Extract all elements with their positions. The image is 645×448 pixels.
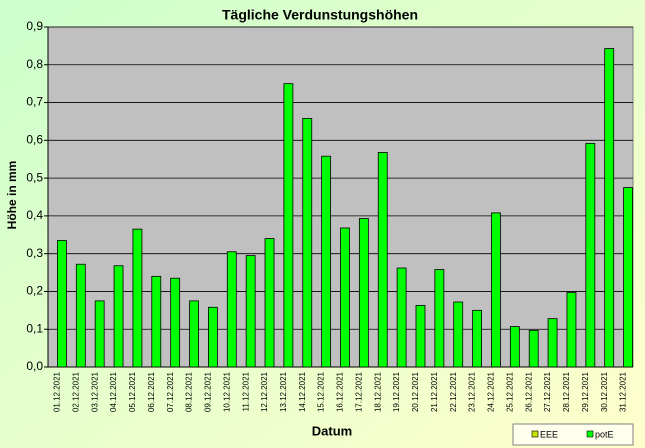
bar [396, 267, 407, 368]
bar [113, 265, 124, 368]
bar [75, 263, 86, 368]
x-tick-label: 30.12.2021 [600, 371, 609, 412]
legend-swatch [531, 430, 539, 438]
bar [491, 212, 501, 368]
x-tick-label: 14.12.2021 [298, 371, 307, 412]
y-axis-label: Höhe in mm [5, 161, 19, 230]
x-axis-label: Datum [312, 423, 352, 438]
legend-label: EEE [540, 429, 558, 439]
bar [189, 300, 199, 368]
bar [321, 155, 332, 368]
bar [151, 275, 162, 368]
x-tick-label: 08.12.2021 [185, 371, 194, 412]
bar [132, 228, 143, 368]
x-tick-label: 18.12.2021 [373, 371, 382, 412]
x-tick-label: 05.12.2021 [128, 371, 137, 412]
x-tick-label: 15.12.2021 [317, 371, 326, 412]
chart-title: Tägliche Verdunstungshöhen [222, 7, 418, 23]
x-tick-label: 01.12.2021 [53, 371, 62, 412]
x-tick-label: 17.12.2021 [354, 371, 363, 412]
y-tick-label: 0,9 [26, 19, 43, 33]
bar [604, 48, 615, 368]
x-tick-label: 25.12.2021 [505, 371, 514, 412]
bar [415, 305, 426, 368]
x-tick-label: 11.12.2021 [241, 371, 250, 411]
bar [208, 306, 218, 368]
y-tick-label: 0,4 [26, 208, 43, 222]
x-tick-label: 09.12.2021 [204, 371, 213, 412]
bar [57, 240, 67, 368]
legend-label: potE [595, 429, 614, 439]
x-tick-label: 31.12.2021 [619, 371, 628, 412]
y-tick-label: 0,2 [26, 284, 43, 298]
x-tick-label: 23.12.2021 [468, 371, 477, 412]
x-tick-label: 19.12.2021 [392, 371, 401, 412]
y-tick-label: 0,0 [26, 359, 43, 373]
x-tick-label: 13.12.2021 [279, 371, 288, 412]
x-tick-label: 04.12.2021 [109, 371, 118, 412]
bar [566, 292, 577, 368]
legend-swatch [586, 430, 594, 438]
bar [283, 83, 294, 368]
legend [512, 423, 634, 446]
x-tick-label: 26.12.2021 [524, 371, 533, 412]
x-tick-label: 21.12.2021 [430, 371, 439, 412]
bar [94, 300, 105, 368]
x-tick-label: 29.12.2021 [581, 371, 590, 412]
x-tick-label: 28.12.2021 [562, 371, 571, 412]
y-tick-label: 0,8 [26, 57, 43, 71]
x-tick-label: 24.12.2021 [487, 371, 496, 412]
y-tick-label: 0,3 [26, 246, 43, 260]
bar [226, 251, 237, 368]
x-tick-label: 27.12.2021 [543, 371, 552, 412]
bar [245, 255, 256, 368]
bar [623, 187, 633, 368]
bar [434, 269, 445, 368]
y-tick-label: 0,7 [26, 95, 43, 109]
y-tick-label: 0,1 [26, 321, 43, 335]
x-tick-label: 20.12.2021 [411, 371, 420, 412]
bar [547, 318, 558, 368]
bar [302, 118, 313, 368]
bar [585, 142, 596, 368]
bar [509, 326, 520, 368]
x-tick-label: 03.12.2021 [90, 371, 99, 412]
x-tick-label: 06.12.2021 [147, 371, 156, 412]
bar [377, 152, 388, 368]
x-tick-label: 02.12.2021 [71, 371, 80, 412]
bar [264, 238, 275, 368]
x-tick-label: 12.12.2021 [260, 371, 269, 412]
y-tick-label: 0,5 [26, 170, 43, 184]
x-tick-label: 22.12.2021 [449, 371, 458, 412]
bar [358, 218, 369, 368]
bar [453, 301, 464, 368]
x-tick-label: 10.12.2021 [222, 371, 231, 412]
bar [340, 227, 350, 368]
y-tick-label: 0,6 [26, 133, 43, 147]
x-tick-label: 16.12.2021 [336, 371, 345, 412]
bar [170, 277, 181, 368]
x-tick-label: 07.12.2021 [166, 371, 175, 412]
bar [472, 309, 482, 368]
bar [528, 329, 539, 368]
